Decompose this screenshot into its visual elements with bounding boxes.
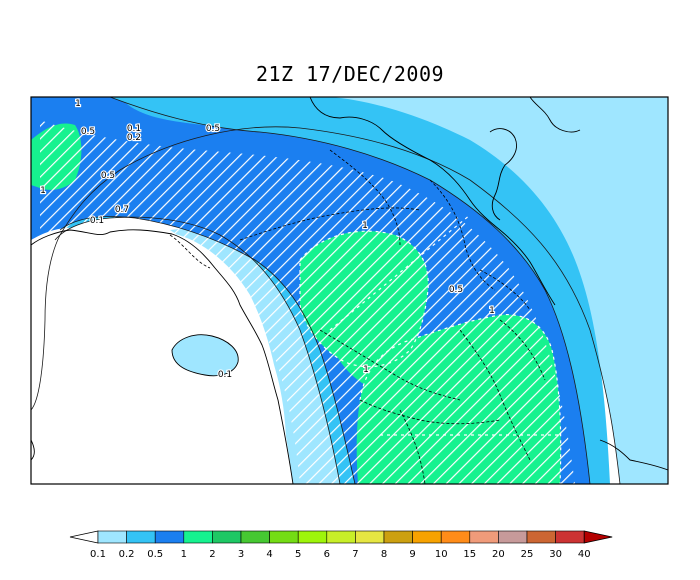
contour-label-top-05: 0.5 <box>206 124 220 134</box>
colorbar-tick-label: 1 <box>181 549 187 560</box>
contour-label-nw-05a: 0.5 <box>81 127 95 137</box>
contour-label-top-01: 0.1 <box>127 124 141 134</box>
colorbar-tick-label: 8 <box>381 549 387 560</box>
colorbar-over-triangle <box>583 530 613 544</box>
colorbar-swatch-16 <box>555 530 585 544</box>
colorbar-swatch-7 <box>297 530 328 544</box>
colorbar-tick-label: 30 <box>549 549 562 560</box>
contour-label-se-1: 1 <box>489 306 495 316</box>
contour-lines <box>31 97 621 484</box>
colorbar-swatch-15 <box>526 530 556 544</box>
colorbar-tick-label: 40 <box>578 549 591 560</box>
contour-label-c-1: 1 <box>362 221 368 231</box>
colorbar-tick-label: 0.5 <box>147 549 163 560</box>
colorbar-swatch-1 <box>126 530 156 544</box>
contour-label-nw-1: 1 <box>75 99 81 109</box>
colorbar-tick-label: 5 <box>295 549 301 560</box>
map-frame <box>30 96 669 485</box>
dashed-contour <box>299 230 429 368</box>
colorbar-swatch-14 <box>498 530 528 544</box>
contour-label-w-07: 0.7 <box>115 205 129 215</box>
contour-label-s-01: 0.1 <box>218 370 232 380</box>
dashed-band-line <box>329 214 471 331</box>
island-patch <box>172 334 239 376</box>
contour-label-e-05: 0.5 <box>449 285 463 295</box>
colorbar-tick-label: 6 <box>324 549 330 560</box>
colorbar-swatch-0 <box>97 530 127 544</box>
colorbar-swatch-2 <box>154 530 185 544</box>
colorbar-tick-label: 9 <box>409 549 415 560</box>
coastlines <box>31 229 294 484</box>
borders <box>169 149 546 484</box>
contour-label-s-1: 1 <box>363 365 369 375</box>
colorbar-swatch-8 <box>326 530 356 544</box>
ne-coastline <box>309 97 668 471</box>
contour-label-w-1: 1 <box>40 186 46 196</box>
colorbar-swatch-11 <box>412 530 442 544</box>
sea-area <box>31 227 293 484</box>
colorbar-tick-label: 25 <box>521 549 534 560</box>
contour-label-w-01: 0.1 <box>90 216 104 226</box>
colorbar-swatch-13 <box>469 530 499 544</box>
band-0-5-top <box>120 97 334 129</box>
map-title: 21Z 17/DEC/2009 <box>255 62 445 86</box>
colorbar-under-triangle <box>69 530 99 544</box>
colorbar-tick-label: 3 <box>238 549 244 560</box>
hatch-overlay <box>40 120 575 484</box>
map-plot-area <box>31 97 668 484</box>
dashed-contour-s <box>359 313 562 484</box>
colorbar-tick-label: 20 <box>492 549 505 560</box>
contour-label-top-02: 0.2 <box>127 133 141 143</box>
colorbar-swatch-12 <box>440 530 471 544</box>
contour-label-w-05: 0.5 <box>101 171 115 181</box>
colorbar-tick-label: 0.1 <box>90 549 106 560</box>
colorbar-swatch-5 <box>240 530 270 544</box>
colorbar-tick-label: 0.2 <box>119 549 135 560</box>
colorbar-swatch-4 <box>212 530 242 544</box>
colorbar-tick-label: 7 <box>352 549 358 560</box>
colorbar-swatch-10 <box>383 530 413 544</box>
colorbar-tick-label: 4 <box>266 549 272 560</box>
colorbar-swatch-6 <box>269 530 299 544</box>
colorbar-tick-label: 2 <box>209 549 215 560</box>
colorbar-tick-label: 15 <box>463 549 476 560</box>
colorbar-swatch-3 <box>183 530 213 544</box>
colorbar-swatch-9 <box>355 530 385 544</box>
colorbar-tick-label: 10 <box>435 549 448 560</box>
